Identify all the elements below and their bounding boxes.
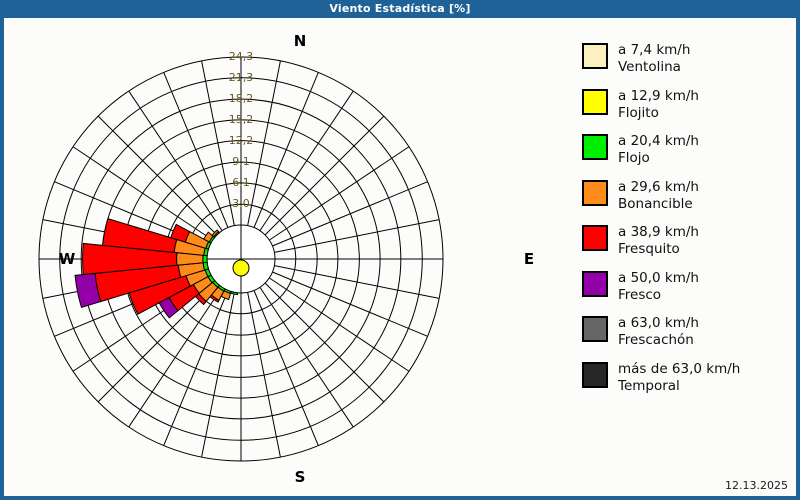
legend-color-swatch	[582, 270, 608, 297]
grid-spoke	[253, 290, 319, 446]
grid-spoke	[201, 292, 235, 458]
windrose-petal-segment[interactable]	[82, 242, 178, 276]
legend-speed-range: a 7,4 km/h	[618, 42, 691, 58]
legend: a 7,4 km/h Ventolina a 12,9 km/h Flojito a 2…	[574, 18, 796, 496]
legend-color-swatch	[582, 225, 608, 251]
legend-item-text: a 12,9 km/h Flojito	[618, 88, 699, 122]
legend-item[interactable]: a 50,0 km/h Fresco	[582, 270, 699, 304]
windrose-petal-segment[interactable]	[211, 229, 220, 238]
legend-category-name: Fresquito	[618, 241, 680, 257]
legend-speed-range: más de 63,0 km/h	[618, 360, 741, 377]
legend-item[interactable]: más de 63,0 km/h Temporal	[582, 361, 740, 395]
windrose-petal-segment[interactable]	[170, 223, 191, 243]
grid-spoke	[247, 60, 281, 226]
legend-color-swatch	[582, 43, 608, 69]
legend-color-swatch	[582, 361, 608, 388]
windrose-petal-segment[interactable]	[202, 254, 208, 264]
legend-speed-range: a 29,6 km/h	[618, 178, 699, 195]
legend-speed-range: a 63,0 km/h	[618, 315, 699, 331]
legend-item-text: a 63,0 km/h Frescachón	[618, 315, 699, 349]
legend-category-name: Frescachón	[618, 332, 694, 348]
grid-spoke	[272, 271, 428, 337]
radial-tick-label: 18,2	[228, 92, 254, 106]
chart-canvas: N E S W 3,0 6,1 9,1 12,2 15,2 18,2 21,3 24,3 a …	[3, 17, 797, 497]
compass-label-south: S	[294, 468, 306, 486]
legend-speed-range: a 38,9 km/h	[618, 224, 699, 240]
radial-tick-label: 9,1	[232, 155, 250, 169]
legend-color-swatch	[582, 88, 608, 115]
legend-category-name: Flojo	[618, 150, 650, 166]
legend-speed-range: a 20,4 km/h	[618, 133, 699, 149]
compass-label-north: N	[293, 32, 307, 50]
grid-spoke	[268, 277, 410, 372]
legend-category-name: Fresco	[618, 286, 662, 303]
compass-label-west: W	[58, 250, 76, 268]
radial-tick-label: 21,3	[228, 70, 254, 84]
windrose-plot: N E S W 3,0 6,1 9,1 12,2 15,2 18,2 21,3 24,3	[4, 18, 574, 496]
legend-item-text: a 29,6 km/h Bonancible	[618, 179, 699, 213]
window-titlebar: Viento Estadística [%]	[0, 0, 800, 17]
radial-tick-label: 6,1	[232, 175, 250, 189]
windrose-petals	[74, 218, 239, 319]
date-stamp: 12.13.2025	[725, 479, 788, 492]
grid-spoke	[259, 90, 354, 232]
windrose-svg	[38, 56, 444, 462]
grid-spoke	[259, 286, 354, 428]
grid-spoke	[272, 181, 428, 247]
grid-spoke	[253, 72, 319, 228]
legend-item-text: a 20,4 km/h Flojo	[618, 133, 699, 167]
legend-color-swatch	[582, 134, 608, 160]
legend-color-swatch	[582, 316, 608, 342]
legend-item-text: a 7,4 km/h Ventolina	[618, 42, 690, 76]
grid-spoke	[163, 72, 229, 228]
legend-item[interactable]: a 63,0 km/h Frescachón	[582, 315, 699, 349]
grid-spoke	[128, 286, 223, 428]
legend-item[interactable]: a 12,9 km/h Flojito	[582, 88, 699, 122]
grid-spoke	[268, 146, 410, 241]
windrose-petal-segment[interactable]	[74, 272, 102, 309]
grid-spoke	[264, 115, 385, 236]
window-title: Viento Estadística [%]	[329, 2, 471, 15]
radial-tick-label: 12,2	[228, 133, 254, 147]
grid-spoke	[274, 265, 440, 299]
windrose-petal-segment[interactable]	[203, 231, 214, 243]
grid-spoke	[247, 292, 281, 458]
radial-tick-label: 24,3	[228, 50, 254, 63]
calm-marker	[232, 259, 250, 277]
legend-category-name: Temporal	[618, 377, 680, 394]
legend-speed-range: a 12,9 km/h	[618, 87, 699, 104]
grid-spoke	[97, 282, 218, 403]
windrose-petal-segment[interactable]	[102, 218, 178, 253]
grid-spoke	[201, 60, 235, 226]
legend-item-text: a 50,0 km/h Fresco	[618, 270, 699, 304]
grid-spoke	[97, 115, 218, 236]
legend-color-swatch	[582, 179, 608, 206]
grid-spoke	[163, 290, 229, 446]
legend-category-name: Bonancible	[618, 195, 693, 212]
legend-item-text: a 38,9 km/h Fresquito	[618, 224, 699, 258]
legend-category-name: Flojito	[618, 104, 659, 121]
grid-spoke	[128, 90, 223, 232]
compass-label-east: E	[523, 250, 535, 268]
legend-item[interactable]: a 38,9 km/h Fresquito	[582, 224, 699, 258]
grid-spoke	[72, 146, 214, 241]
grid-spoke	[274, 219, 440, 253]
legend-item-text: más de 63,0 km/h Temporal	[618, 361, 740, 395]
radial-tick-label: 3,0	[232, 197, 250, 211]
grid-spoke	[264, 282, 385, 403]
legend-speed-range: a 50,0 km/h	[618, 269, 699, 286]
legend-category-name: Ventolina	[618, 59, 681, 75]
radial-tick-label: 15,2	[228, 112, 254, 126]
legend-item[interactable]: a 29,6 km/h Bonancible	[582, 179, 699, 213]
legend-item[interactable]: a 20,4 km/h Flojo	[582, 133, 699, 167]
legend-item[interactable]: a 7,4 km/h Ventolina	[582, 42, 690, 76]
